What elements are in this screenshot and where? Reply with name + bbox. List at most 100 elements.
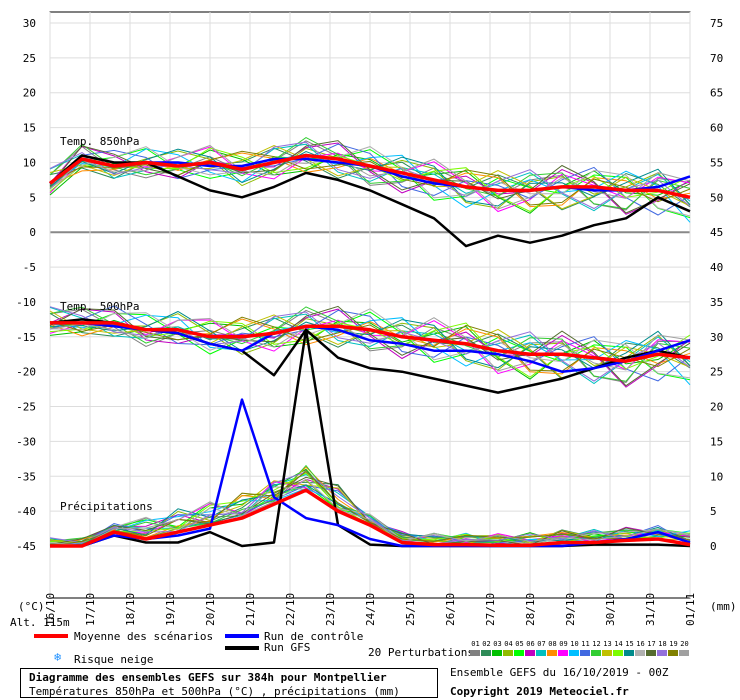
- perturbation-swatch: [602, 650, 612, 656]
- right-tick-label: 45: [710, 226, 723, 239]
- left-tick-label: -25: [16, 401, 36, 414]
- perturbation-number: 01: [471, 640, 480, 648]
- perturbation-swatch: [514, 650, 524, 656]
- x-tick-label: 20/10: [204, 593, 217, 626]
- x-tick-label: 29/10: [564, 593, 577, 626]
- legend-label-control: Run de contrôle: [264, 630, 364, 643]
- left-tick-label: 5: [29, 191, 36, 204]
- perturbation-swatch: [492, 650, 502, 656]
- perturbation-swatch: [503, 650, 513, 656]
- legend-swatch-gfs: [225, 646, 259, 650]
- chart-subtitle: Températures 850hPa et 500hPa (°C) , pré…: [29, 685, 400, 698]
- right-tick-label: 60: [710, 122, 723, 135]
- series-line-mean-t850: [48, 153, 691, 200]
- perturbation-number: 04: [504, 640, 513, 648]
- right-tick-label: 15: [710, 435, 723, 448]
- left-tick-label: -15: [16, 331, 36, 344]
- x-tick-label: 27/10: [484, 593, 497, 626]
- perturbation-number: 20: [680, 640, 689, 648]
- legend-label-mean: Moyenne des scénarios: [74, 630, 214, 643]
- series-line-gfs-precip: [50, 328, 691, 548]
- altitude-label: Alt. 115m: [10, 616, 70, 629]
- left-tick-label: -40: [16, 505, 36, 518]
- perturbation-line: [49, 148, 691, 207]
- perturbation-swatch: [525, 650, 535, 656]
- perturbation-swatch: [591, 650, 601, 656]
- legend-label-gfs: Run GFS: [264, 641, 311, 654]
- left-axis: 30 25 20 15 10 5 0 -5 -10 -15 -20 -25 -30 -35 -40 -45: [16, 17, 36, 553]
- panel-label-t500: Temp. 500hPa: [60, 300, 139, 313]
- perturbation-line: [49, 308, 691, 383]
- perturbation-swatch: [547, 650, 557, 656]
- perturbation-line: [49, 305, 691, 387]
- copyright: Copyright 2019 Meteociel.fr: [450, 685, 629, 698]
- x-tick-label: 28/10: [524, 593, 537, 626]
- chart-title: Diagramme des ensembles GEFS sur 384h po…: [29, 671, 387, 684]
- perturbation-swatch: [679, 650, 689, 656]
- perturbation-line: [49, 470, 691, 546]
- perturbation-number: 13: [603, 640, 612, 648]
- perturbation-swatch: [481, 650, 491, 656]
- perturbation-numbers: 01 02 03 04 05 06 07 08 09 10 11 12 13 14 15 16 17 18 19 20: [470, 640, 690, 649]
- right-tick-label: 50: [710, 191, 723, 204]
- x-tick-label: 23/10: [324, 593, 337, 626]
- title-box: Diagramme des ensembles GEFS sur 384h po…: [20, 668, 438, 698]
- perturbation-swatch: [646, 650, 656, 656]
- left-tick-label: 20: [23, 87, 36, 100]
- right-tick-label: 70: [710, 52, 723, 65]
- left-tick-label: -5: [23, 261, 36, 274]
- perturbation-line: [49, 306, 691, 382]
- x-tick-label: 01/11: [684, 593, 697, 626]
- x-tick-label: 25/10: [404, 593, 417, 626]
- perturbation-number: 10: [570, 640, 579, 648]
- x-tick-label: 16/10: [44, 593, 57, 626]
- right-tick-label: 20: [710, 401, 723, 414]
- left-tick-label: -20: [16, 366, 36, 379]
- perturbation-swatch: [657, 650, 667, 656]
- series-line-gfs-t850: [49, 154, 691, 248]
- perturbation-number: 18: [658, 640, 667, 648]
- main-series-lines: [48, 153, 691, 548]
- perturbation-number: 16: [636, 640, 645, 648]
- perturbation-line: [49, 140, 691, 211]
- run-info: Ensemble GEFS du 16/10/2019 - 00Z: [450, 666, 669, 679]
- x-tick-label: 17/10: [84, 593, 97, 626]
- legend-swatch-mean: [34, 634, 68, 638]
- series-line-mean-precip: [50, 488, 691, 548]
- perturbation-number: 17: [647, 640, 656, 648]
- left-tick-label: 25: [23, 52, 36, 65]
- left-tick-label: 30: [23, 17, 36, 30]
- x-tick-label: 19/10: [164, 593, 177, 626]
- perturbation-number: 02: [482, 640, 491, 648]
- perturbation-swatch: [624, 650, 634, 656]
- right-tick-label: 0: [710, 540, 717, 553]
- perturbation-line: [49, 137, 691, 210]
- perturbation-line: [49, 308, 691, 379]
- right-axis-unit: (mm): [710, 600, 737, 613]
- perturbation-line: [49, 471, 691, 545]
- right-tick-label: 25: [710, 366, 723, 379]
- perturbation-number: 03: [493, 640, 502, 648]
- legend-label-snow: Risque neige: [74, 653, 154, 666]
- right-tick-label: 75: [710, 17, 723, 30]
- perturbation-number: 19: [669, 640, 678, 648]
- perturbation-swatch: [470, 650, 480, 656]
- perturbation-line: [49, 478, 691, 545]
- right-tick-label: 35: [710, 296, 723, 309]
- right-tick-label: 5: [710, 505, 717, 518]
- perturbation-swatch: [613, 650, 623, 656]
- perturbation-number: 12: [592, 640, 601, 648]
- left-tick-label: -45: [16, 540, 36, 553]
- x-axis: 16/10 17/10 18/10 19/10 20/10 21/10 22/10 23/10…: [44, 593, 697, 626]
- perturbation-number: 08: [548, 640, 557, 648]
- perturbation-number: 05: [515, 640, 524, 648]
- perturbation-line: [49, 314, 691, 386]
- x-tick-label: 31/10: [644, 593, 657, 626]
- perturbation-number: 11: [581, 640, 590, 648]
- perturbation-line: [49, 140, 691, 214]
- perturbation-number: 14: [614, 640, 623, 648]
- legend-swatch-control: [225, 634, 259, 638]
- right-tick-label: 30: [710, 331, 723, 344]
